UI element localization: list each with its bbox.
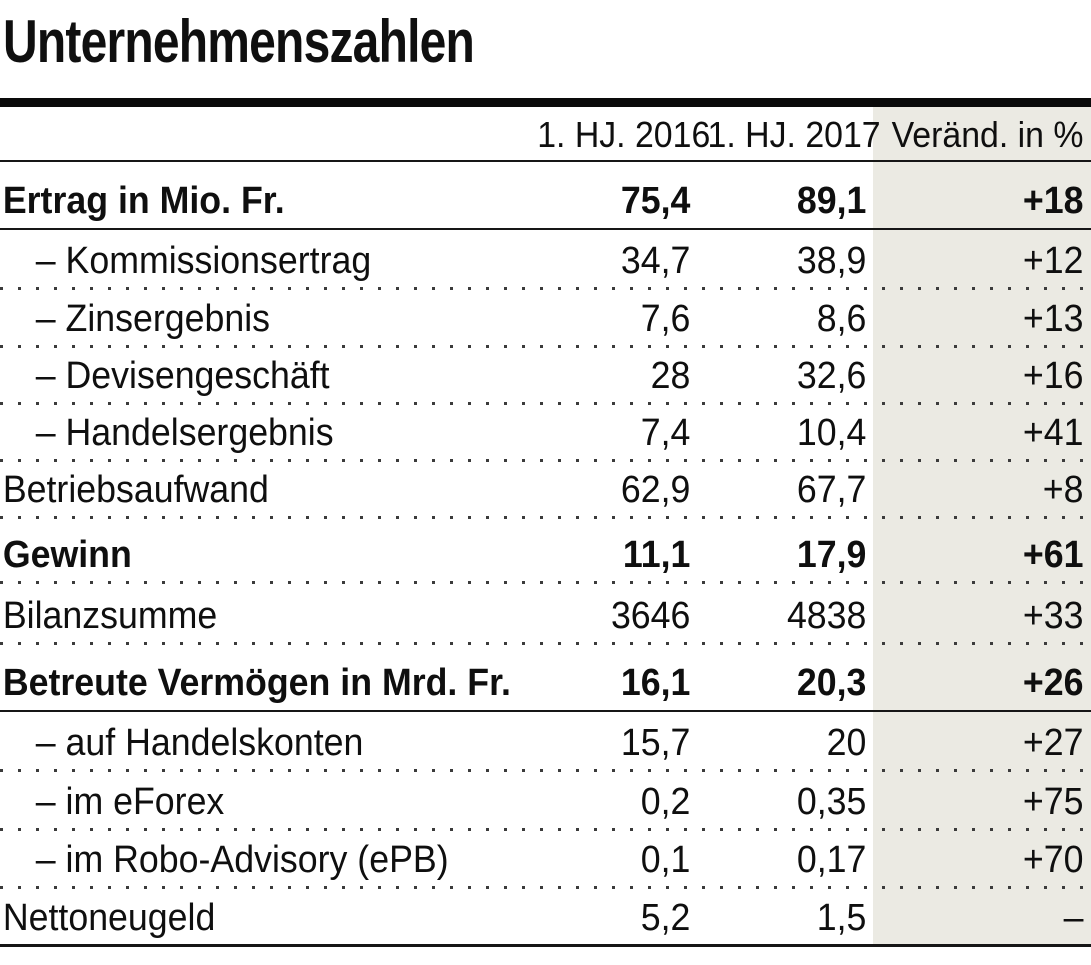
value-2017: 17,9 — [796, 534, 867, 576]
row-label: Betriebsaufwand — [2, 469, 269, 511]
value-2016: 28 — [650, 355, 691, 397]
row-divider-dotted — [0, 886, 1091, 889]
value-2017: 0,17 — [796, 839, 867, 881]
row-divider-dotted — [0, 769, 1091, 772]
value-change: +75 — [1022, 781, 1084, 823]
value-2017: 10,4 — [796, 412, 867, 454]
row-divider-dotted — [0, 642, 1091, 645]
column-header-change: Veränd. in % — [891, 114, 1084, 155]
table-row-betriebsaufwand: Betriebsaufwand 62,9 67,7 +8 — [0, 462, 1091, 519]
column-header-2017: 1. HJ. 2017 — [707, 114, 881, 155]
table-row-robo-advisory: – im Robo-Advisory (ePB) 0,1 0,17 +70 — [0, 831, 1091, 889]
row-label: Betreute Vermögen in Mrd. Fr. — [2, 662, 511, 704]
value-2016: 34,7 — [620, 240, 691, 282]
value-change: +33 — [1022, 595, 1084, 637]
value-2017: 38,9 — [796, 240, 867, 282]
value-change: +8 — [1042, 469, 1084, 511]
row-label: Ertrag in Mio. Fr. — [2, 180, 285, 222]
value-2017: 89,1 — [796, 180, 867, 222]
row-divider-solid — [0, 228, 1091, 230]
value-change: +16 — [1022, 355, 1084, 397]
value-change: +27 — [1022, 722, 1084, 764]
value-2017: 0,35 — [796, 781, 867, 823]
value-2016: 0,1 — [640, 839, 691, 881]
value-2016: 62,9 — [620, 469, 691, 511]
table-bottom-rule — [0, 944, 1091, 947]
row-divider-solid — [0, 710, 1091, 712]
row-divider-dotted — [0, 402, 1091, 405]
row-label: – Devisengeschäft — [35, 355, 330, 397]
row-divider-dotted — [0, 287, 1091, 290]
row-label: – Handelsergebnis — [35, 412, 334, 454]
row-label: Gewinn — [2, 534, 132, 576]
value-2017: 32,6 — [796, 355, 867, 397]
value-2017: 67,7 — [796, 469, 867, 511]
value-2017: 1,5 — [816, 897, 867, 939]
value-change: +26 — [1022, 662, 1084, 704]
row-divider-dotted — [0, 459, 1091, 462]
row-label: – Zinsergebnis — [35, 298, 271, 340]
row-divider-dotted — [0, 581, 1091, 584]
value-change: – — [1063, 897, 1084, 939]
row-label: Nettoneugeld — [2, 897, 216, 939]
value-2017: 20 — [826, 722, 867, 764]
value-2017: 4838 — [786, 595, 867, 637]
page-title: Unternehmenszahlen — [3, 8, 475, 75]
table-row-nettoneugeld: Nettoneugeld 5,2 1,5 – — [0, 889, 1091, 947]
value-2016: 7,4 — [640, 412, 691, 454]
value-2016: 75,4 — [620, 180, 691, 222]
row-label: – auf Handelskonten — [35, 722, 364, 764]
row-label: – Kommissionsertrag — [35, 240, 372, 282]
table-row-devisengeschaeft: – Devisengeschäft 28 32,6 +16 — [0, 348, 1091, 405]
row-label: – im eForex — [35, 781, 225, 823]
table-row-gewinn: Gewinn 11,1 17,9 +61 — [0, 519, 1091, 584]
value-change: +41 — [1022, 412, 1084, 454]
row-divider-dotted — [0, 828, 1091, 831]
title-rule — [0, 98, 1091, 107]
value-2016: 3646 — [610, 595, 691, 637]
value-2016: 7,6 — [640, 298, 691, 340]
table-row-betreute-vermoegen: Betreute Vermögen in Mrd. Fr. 16,1 20,3 … — [0, 645, 1091, 712]
value-2016: 11,1 — [622, 534, 691, 576]
change-column-highlight — [873, 107, 1091, 947]
row-label: Bilanzsumme — [2, 595, 218, 637]
row-divider-dotted — [0, 345, 1091, 348]
value-2016: 15,7 — [620, 722, 691, 764]
value-change: +18 — [1022, 180, 1084, 222]
value-2017: 8,6 — [816, 298, 867, 340]
value-2016: 16,1 — [620, 662, 691, 704]
table-row-eforex: – im eForex 0,2 0,35 +75 — [0, 772, 1091, 831]
figures-table: 1. HJ. 2016 1. HJ. 2017 Veränd. in % Ert… — [0, 107, 1091, 947]
header-divider — [0, 160, 1091, 162]
table-row-kommissionsertrag: – Kommissionsertrag 34,7 38,9 +12 — [0, 230, 1091, 290]
table-header-row: 1. HJ. 2016 1. HJ. 2017 Veränd. in % — [0, 107, 1091, 162]
value-change: +70 — [1022, 839, 1084, 881]
value-2016: 0,2 — [640, 781, 691, 823]
value-2016: 5,2 — [640, 897, 691, 939]
value-change: +13 — [1022, 298, 1084, 340]
column-header-2016: 1. HJ. 2016 — [537, 114, 711, 155]
table-row-zinsergebnis: – Zinsergebnis 7,6 8,6 +13 — [0, 290, 1091, 348]
table-row-handelsergebnis: – Handelsergebnis 7,4 10,4 +41 — [0, 405, 1091, 462]
row-divider-dotted — [0, 516, 1091, 519]
table-row-bilanzsumme: Bilanzsumme 3646 4838 +33 — [0, 584, 1091, 645]
value-2017: 20,3 — [796, 662, 867, 704]
value-change: +12 — [1022, 240, 1084, 282]
value-change: +61 — [1022, 534, 1084, 576]
row-label: – im Robo-Advisory (ePB) — [35, 839, 449, 881]
table-row-ertrag: Ertrag in Mio. Fr. 75,4 89,1 +18 — [0, 162, 1091, 230]
table-row-handelskonten: – auf Handelskonten 15,7 20 +27 — [0, 712, 1091, 772]
